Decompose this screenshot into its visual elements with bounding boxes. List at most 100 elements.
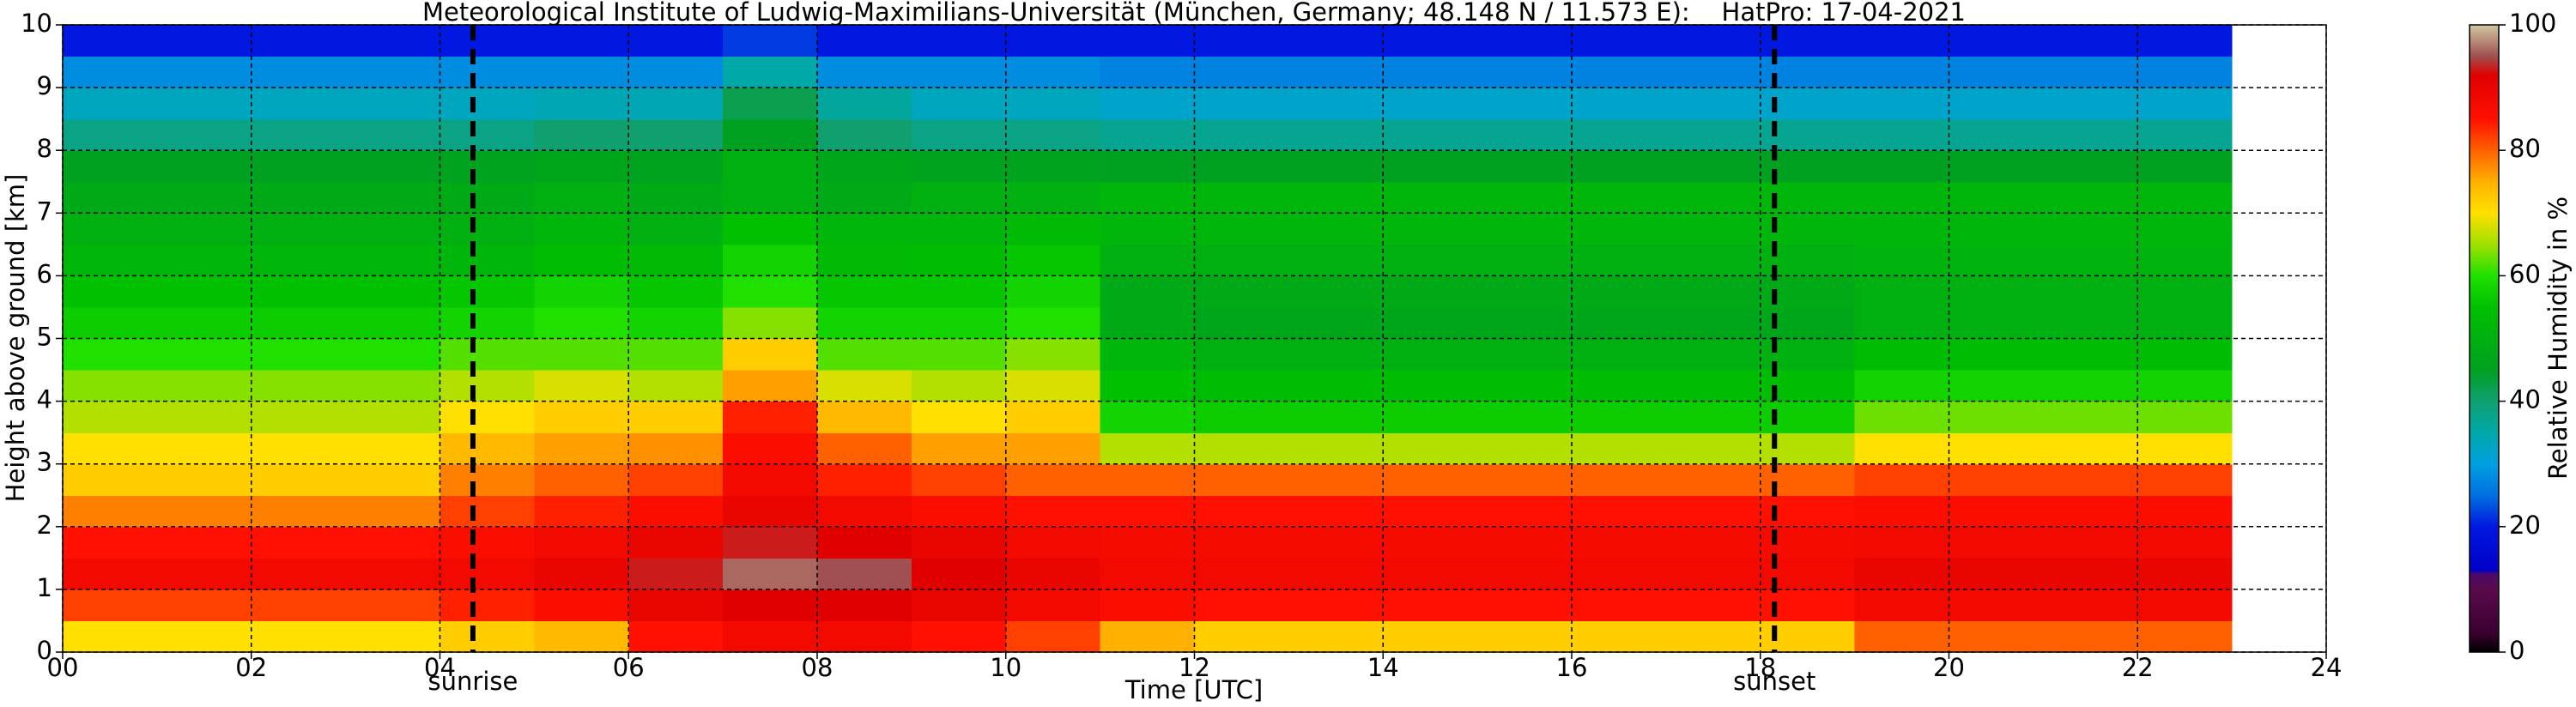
heat-cell	[251, 463, 347, 496]
x-tick-label: 24	[2311, 653, 2343, 682]
heat-cell	[2043, 558, 2138, 590]
heat-cell	[628, 118, 724, 151]
heat-cell	[439, 432, 535, 465]
heat-cell	[2043, 495, 2138, 528]
heat-cell	[156, 181, 252, 214]
heat-cell	[628, 370, 724, 402]
heat-cell	[1572, 150, 1667, 183]
x-axis-label: Time [UTC]	[1124, 675, 1263, 704]
heat-cell	[1383, 526, 1478, 559]
heat-cell	[2043, 620, 2138, 653]
y-tick-label: 2	[37, 511, 52, 540]
heat-cell	[1288, 401, 1384, 433]
heat-cell	[1383, 401, 1478, 433]
heat-cell	[345, 589, 441, 622]
heat-cell	[911, 589, 1007, 622]
heat-cell	[628, 432, 724, 465]
heat-cell	[1194, 370, 1289, 402]
heat-cell	[1665, 558, 1761, 590]
heat-cell	[1194, 275, 1289, 308]
heat-cell	[1854, 370, 1950, 402]
heat-cell	[1572, 495, 1667, 528]
heat-cell	[1477, 181, 1573, 214]
y-tick-label: 7	[37, 196, 52, 226]
heat-cell	[1005, 401, 1101, 433]
heat-cell	[534, 275, 629, 308]
heat-cell	[2043, 589, 2138, 622]
heat-cell	[1288, 25, 1384, 57]
heat-cell	[156, 370, 252, 402]
heat-cell	[1288, 88, 1384, 120]
heat-cell	[251, 25, 347, 57]
plot-frame	[62, 24, 2327, 653]
heat-cell	[1383, 213, 1478, 245]
heat-cell	[251, 181, 347, 214]
heat-cell	[534, 589, 629, 622]
heat-cell	[817, 306, 912, 340]
heat-cell	[723, 558, 818, 590]
heat-cell	[63, 213, 158, 245]
heat-cell	[63, 118, 158, 151]
heat-cell	[251, 88, 347, 120]
heat-cell	[1005, 463, 1101, 496]
heat-cell	[439, 213, 535, 245]
heat-cell	[156, 25, 252, 57]
heat-cell	[1572, 306, 1667, 340]
x-tick-label: 22	[2122, 653, 2154, 682]
heat-cell	[1665, 495, 1761, 528]
heat-cell	[723, 244, 818, 276]
heat-cell	[1665, 118, 1761, 151]
heat-cell	[911, 306, 1007, 340]
heat-cell	[2137, 181, 2233, 214]
heat-cell	[63, 432, 158, 465]
heat-cell	[156, 463, 252, 496]
heat-cell	[1194, 306, 1289, 340]
heat-cell	[1194, 463, 1289, 496]
heat-cell	[1288, 181, 1384, 214]
heat-cell	[534, 88, 629, 120]
heat-cell	[1949, 275, 2044, 308]
heat-cell	[1572, 56, 1667, 88]
x-tick-label: 10	[990, 653, 1021, 682]
heat-cell	[1854, 558, 1950, 590]
heat-cell	[1572, 118, 1667, 151]
heat-cell	[1477, 338, 1573, 371]
heat-cell	[1665, 275, 1761, 308]
heat-cell	[1949, 244, 2044, 276]
heat-cell	[534, 558, 629, 590]
heat-cell	[1665, 370, 1761, 402]
heat-cell	[1288, 338, 1384, 371]
colorbar-tick-label: 40	[2509, 385, 2541, 414]
heat-cell	[723, 589, 818, 622]
heat-cell	[1005, 181, 1101, 214]
colorbar-tick-label: 0	[2509, 636, 2524, 665]
heat-cell	[534, 432, 629, 465]
heat-cell	[251, 56, 347, 88]
heat-cell	[2137, 558, 2233, 590]
heat-cell	[1288, 526, 1384, 559]
heat-cell	[817, 432, 912, 465]
heat-cell	[723, 338, 818, 371]
heat-cell	[1665, 150, 1761, 183]
heat-cell	[911, 150, 1007, 183]
heat-cell	[1288, 118, 1384, 151]
x-tick-label: 14	[1367, 653, 1399, 682]
heat-cell	[1383, 275, 1478, 308]
heat-cell	[1572, 589, 1667, 622]
heat-cell	[251, 401, 347, 433]
heat-cell	[1477, 401, 1573, 433]
heat-cell	[1005, 118, 1101, 151]
heat-cell	[1383, 558, 1478, 590]
colorbar-label: Relative Humidity in %	[2543, 196, 2573, 480]
heat-cell	[439, 401, 535, 433]
heat-cell	[1100, 620, 1196, 653]
heat-cell	[345, 432, 441, 465]
heat-cell	[251, 370, 347, 402]
annotation-label: sunrise	[428, 667, 518, 696]
heat-cell	[156, 401, 252, 433]
heat-cell	[628, 181, 724, 214]
heat-cell	[1665, 213, 1761, 245]
heat-cell	[1477, 150, 1573, 183]
heat-cell	[1383, 25, 1478, 57]
heat-cell	[534, 401, 629, 433]
